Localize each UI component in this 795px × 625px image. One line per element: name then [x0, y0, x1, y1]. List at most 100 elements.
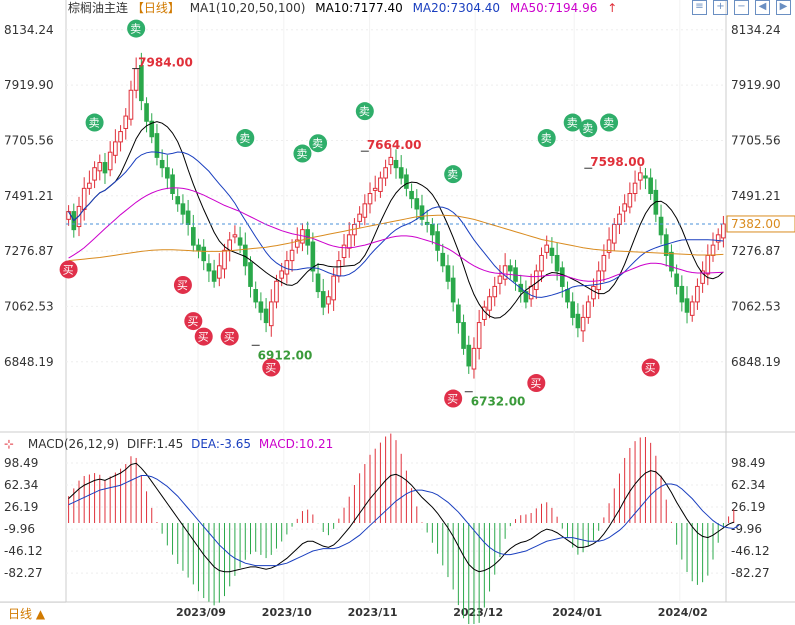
candle-body	[81, 187, 87, 211]
buy-marker	[527, 374, 546, 393]
scroll-right-icon[interactable]: ▶	[776, 0, 791, 15]
macd-tick-left: -46.12	[4, 544, 43, 558]
candle-body	[201, 246, 207, 262]
candle-body	[601, 254, 607, 272]
scroll-left-icon[interactable]: ◀	[755, 0, 770, 15]
candle-body	[471, 347, 477, 370]
candle-body	[279, 270, 284, 279]
buy-marker	[641, 358, 660, 377]
candle-body	[320, 291, 326, 308]
crosshair-icon[interactable]: ⊹	[4, 437, 15, 451]
candle-body	[326, 296, 331, 305]
zoom-in-icon[interactable]: +	[713, 0, 728, 15]
candle-body	[388, 156, 394, 166]
extreme-label: 6732.00	[471, 395, 526, 409]
candle-body	[336, 260, 342, 277]
candle-body	[170, 174, 175, 195]
macd-tick-right: -46.12	[731, 544, 770, 558]
candle-body	[274, 280, 279, 303]
ma100-line	[68, 214, 724, 262]
candle-body	[372, 187, 378, 191]
candle-body	[721, 223, 726, 239]
sell-marker-label: 卖	[541, 132, 552, 145]
candle-body	[419, 205, 425, 220]
candle-body	[66, 211, 71, 220]
buy-marker	[184, 312, 203, 331]
sell-marker-label: 卖	[130, 23, 141, 36]
buy-marker-label: 买	[187, 315, 198, 328]
dea-value: DEA:-3.65	[191, 437, 252, 451]
candle-body	[476, 322, 482, 349]
candle-body	[139, 64, 144, 102]
price-header: 棕榈油主连 【日线】 MA1(10,20,50,100) MA10:7177.4…	[0, 0, 623, 16]
x-tick-label: 2024/01	[552, 606, 602, 619]
price-tick-right: 7491.21	[731, 189, 781, 203]
toolbar: ≡ + − ◀ ▶	[692, 0, 791, 15]
ma20-line	[68, 151, 724, 298]
candle-body	[211, 270, 217, 282]
macd-tick-right: -82.27	[731, 566, 770, 580]
last-price-box	[726, 215, 795, 233]
zoom-out-icon[interactable]: −	[734, 0, 749, 15]
x-tick-label: 2023/09	[176, 606, 226, 619]
candle-body	[310, 241, 316, 272]
candle-body	[128, 89, 134, 120]
macd-tick-left: 26.19	[4, 500, 38, 514]
candle-body	[404, 174, 409, 189]
candle-body	[658, 216, 664, 236]
ma10-line	[68, 121, 724, 319]
candle-body	[528, 285, 534, 300]
buy-marker-label: 买	[447, 393, 458, 406]
candle-body	[227, 239, 233, 251]
candle-body	[643, 175, 648, 179]
ma-params[interactable]: MA1(10,20,50,100)	[189, 1, 306, 15]
sell-marker-label: 卖	[582, 122, 593, 135]
candle-body	[617, 213, 622, 225]
candle-body	[284, 260, 290, 275]
list-icon[interactable]: ≡	[692, 0, 707, 15]
candle-body	[632, 182, 638, 195]
sell-marker	[579, 119, 598, 138]
macd-name[interactable]: MACD(26,12,9)	[27, 437, 120, 451]
sell-marker-label: 卖	[89, 117, 100, 130]
price-tick-left: 7062.53	[4, 299, 54, 313]
candle-body	[674, 273, 679, 287]
period-button[interactable]: 日线 ▲	[8, 607, 46, 621]
sell-marker-label: 卖	[359, 105, 370, 118]
candle-body	[450, 277, 456, 303]
buy-marker	[59, 260, 78, 279]
macd-tick-left: 98.49	[4, 456, 38, 470]
macd-tick-right: 98.49	[731, 456, 765, 470]
price-tick-left: 7705.56	[4, 133, 54, 147]
sell-marker-label: 卖	[296, 148, 307, 161]
extreme-label: 7984.00	[138, 56, 193, 70]
candle-body	[414, 198, 420, 210]
sell-marker-label: 卖	[312, 137, 323, 150]
price-tick-right: 6848.19	[731, 355, 781, 369]
candle-body	[695, 285, 700, 303]
candle-body	[294, 239, 300, 248]
candle-body	[367, 193, 373, 205]
ma50-value: MA50:7194.96	[509, 1, 598, 15]
period-label[interactable]: 【日线】	[131, 1, 180, 15]
candle-body	[378, 177, 383, 192]
candle-body	[549, 247, 555, 256]
price-tick-right: 7919.90	[731, 78, 781, 92]
macd-value: MACD:10.21	[258, 437, 334, 451]
macd-tick-right: 62.34	[731, 478, 765, 492]
buy-marker	[220, 327, 239, 346]
candle-body	[331, 275, 336, 301]
candle-body	[689, 301, 695, 316]
candle-body	[539, 254, 544, 272]
dea-line	[68, 474, 740, 567]
candle-body	[357, 213, 362, 222]
price-tick-left: 7919.90	[4, 78, 54, 92]
macd-tick-right: 26.19	[731, 500, 765, 514]
ma20-value: MA20:7304.40	[412, 1, 501, 15]
candle-body	[289, 249, 295, 262]
candle-body	[398, 167, 404, 179]
ma50-line	[68, 187, 724, 282]
price-tick-left: 7276.87	[4, 244, 54, 258]
candle-body	[679, 285, 685, 303]
